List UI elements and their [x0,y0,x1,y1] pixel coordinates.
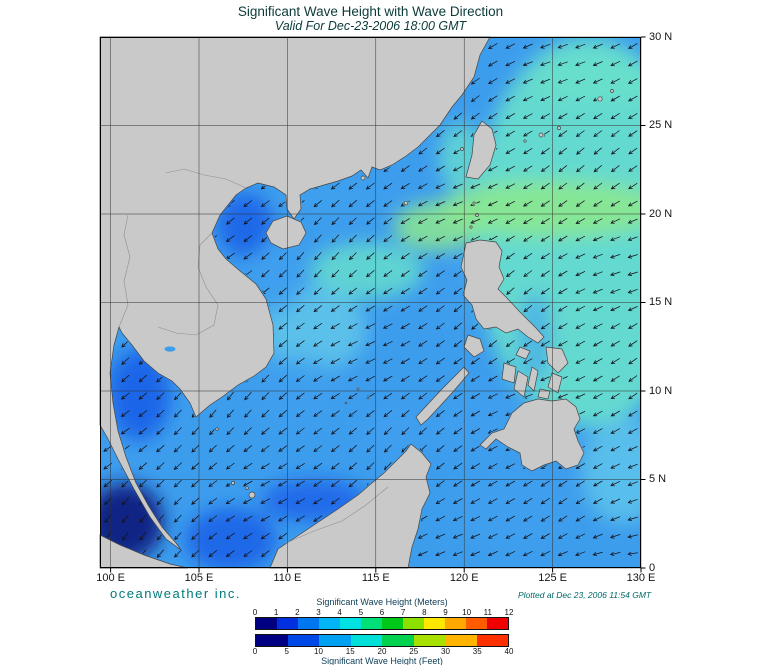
colorbar-segment [256,618,277,629]
border-vietnam-laos-cambodia [157,232,219,336]
lat-axis-label: 10 N [649,384,673,397]
colorbar-tick: 1 [273,608,279,617]
colorbar-segment [350,635,382,646]
lat-axis-label: 20 N [649,207,673,220]
lon-axis-label: 115 E [361,572,390,584]
colorbar-tick: 3 [316,608,321,617]
colorbar-tick: 6 [379,608,385,617]
colorbar-segment [319,618,340,629]
colorbar-tick: 35 [472,647,482,656]
ocean-wave-blob [533,54,641,105]
lon-axis-label: 130 E [626,572,656,584]
colorbar-feet-title: Significant Wave Height (Feet) [321,656,443,665]
colorbar-tick: 15 [345,647,355,656]
colorbar-tick: 10 [462,608,472,617]
colorbar-tick: 10 [314,647,323,656]
wave-map-svg [99,36,646,573]
lat-axis-label: 0 [649,561,656,574]
colorbar-segment [445,618,466,629]
map-frame [100,37,641,568]
colorbar-meters [255,617,509,630]
colorbar-tick: 25 [409,647,419,656]
colorbar-segment [287,635,319,646]
colorbar-tick: 40 [504,647,514,656]
lon-axis-label: 105 E [184,572,214,584]
lon-axis-label: 110 E [273,572,302,584]
lat-axis-label: 30 N [649,30,673,43]
lat-axis-label: 25 N [649,119,673,131]
border-china-vietnam [165,168,247,189]
map-area [99,36,646,573]
ocean-wave-blob [100,483,164,561]
colorbar-segment [487,618,508,629]
colorbar-segment [445,635,477,646]
colorbar-tick: 30 [441,647,450,656]
colorbar-segment [382,635,414,646]
colorbar-tick: 4 [337,608,342,617]
colorbar-segment [277,618,298,629]
lat-axis-label: 5 N [649,473,667,485]
ocean-wave-blob [184,507,277,568]
colorbar-tick: 5 [284,647,289,656]
lat-axis-label: 15 N [649,296,673,308]
border-thailand-myanmar [118,214,131,328]
colorbar-meters-title: Significant Wave Height (Meters) [316,597,448,607]
border-malaysia-indonesia [285,486,389,544]
colorbar-tick: 0 [252,647,258,656]
lon-axis-label: 120 E [449,572,479,584]
chart-subtitle: Valid For Dec-23-2006 18:00 GMT [274,19,467,33]
ocean-wave-blob [451,468,565,547]
lon-axis-label: 125 E [538,572,567,584]
colorbar-feet-ticks: 0 5 10 15 20 25 30 35 40 [252,647,514,656]
colorbar-segment [382,618,403,629]
colorbar-tick: 11 [483,608,492,617]
colorbar-segment [466,618,487,629]
colorbar-tick: 8 [422,608,427,617]
ocean-wave-blob [580,417,641,524]
lake-tonle-sap [164,346,176,352]
colorbar-tick: 20 [377,647,387,656]
ocean-wave-blob [107,348,171,441]
country-borders [118,168,389,544]
colorbar-segment [424,618,445,629]
oceanweather-logo: oceanweather inc. [110,586,242,601]
colorbar-segment [361,618,382,629]
ocean-wave-blob [310,242,424,299]
colorbar-segment [298,618,319,629]
colorbar-tick: 12 [504,608,514,617]
colorbar-segment [256,635,288,646]
colorbar-tick: 5 [358,608,364,617]
colorbar-segment [340,618,361,629]
colorbar-segment [403,618,424,629]
colorbar-tick: 7 [400,608,406,617]
axis-ticks [110,36,646,573]
colorbar-meters-ticks: 0 1 2 3 4 5 6 7 8 9 10 11 12 [252,608,514,617]
colorbar-tick: 2 [295,608,300,617]
colorbar-tick: 9 [443,608,448,617]
colorbar-segment [476,635,508,646]
colorbar-tick: 0 [252,608,258,617]
plotted-timestamp: Plotted at Dec 23, 2006 11:54 GMT [518,590,652,600]
chart-title: Significant Wave Height with Wave Direct… [237,4,504,19]
colorbar-segment [413,635,445,646]
ocean-wave-blob [216,192,274,257]
colorbar-segment [319,635,351,646]
colorbar-feet [255,634,509,647]
ocean-wave-blob [358,405,429,455]
lon-axis-label: 100 E [96,572,125,584]
